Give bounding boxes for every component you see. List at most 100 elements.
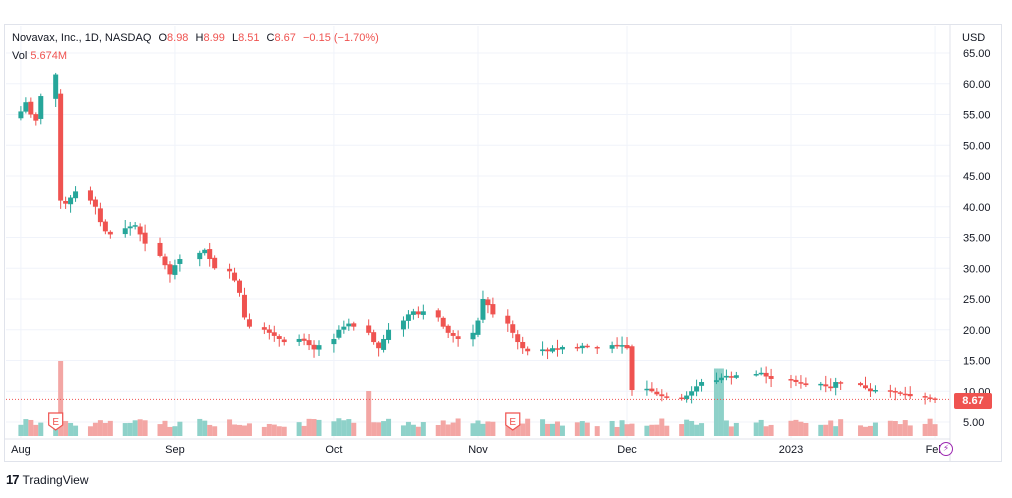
candle-body: [346, 323, 352, 327]
candle-body: [818, 383, 824, 386]
volume-bar: [212, 426, 218, 436]
x-tick-label: Sep: [165, 444, 185, 456]
y-tick-label: 40.00: [963, 202, 991, 214]
tradingview-logo[interactable]: 17 TradingView: [6, 472, 89, 487]
earnings-marker-icon: [48, 412, 64, 431]
candle-body: [351, 323, 357, 327]
volume-bar: [127, 422, 133, 436]
candle-body: [713, 380, 719, 383]
volume-bar: [28, 419, 34, 436]
candle-body: [664, 396, 670, 398]
volume-bar: [177, 421, 183, 436]
volume-bar: [788, 420, 794, 436]
candle-body: [400, 320, 406, 330]
volume-bar: [202, 420, 208, 436]
volume-bar: [137, 419, 143, 436]
candle-body: [271, 332, 277, 336]
x-tick-label: Dec: [617, 444, 637, 456]
candle-body: [907, 393, 913, 397]
volume-bar: [142, 420, 148, 436]
candle-body: [137, 226, 143, 235]
volume-bar: [415, 426, 421, 436]
volume-bar: [872, 422, 878, 436]
y-tick-label: 20.00: [963, 325, 991, 337]
volume-bar: [644, 425, 650, 436]
candle-body: [371, 332, 377, 343]
volume-bar: [594, 426, 600, 436]
change-value: −0.15 (−1.70%): [302, 32, 379, 44]
volume-bar: [733, 422, 739, 436]
candle-body: [510, 324, 516, 333]
volume-bar: [550, 423, 556, 436]
volume-bar: [574, 422, 580, 436]
candle-body: [863, 385, 869, 389]
candle-body: [485, 299, 491, 306]
candle-body: [867, 388, 873, 392]
tradingview-brand: TradingView: [22, 472, 89, 487]
candle-body: [28, 101, 34, 115]
volume-bar: [455, 418, 461, 436]
candle-body: [803, 383, 809, 386]
candle-body: [753, 374, 759, 376]
volume-bar: [584, 422, 590, 436]
candle-body: [629, 346, 635, 391]
candle-body: [435, 310, 441, 318]
candle-body: [614, 344, 620, 347]
earnings-marker-label: E: [52, 417, 59, 428]
volume-bar: [833, 426, 839, 436]
candle-body: [733, 375, 739, 378]
candle-body: [420, 311, 426, 315]
volume-bar: [470, 423, 476, 436]
volume-bar: [559, 425, 565, 436]
volume-bar: [172, 426, 178, 436]
volume-bar: [768, 424, 774, 436]
candle-body: [689, 391, 695, 396]
candle-body: [177, 259, 183, 264]
volume-bar: [92, 422, 98, 436]
candle-body: [142, 232, 148, 244]
candle-body: [212, 257, 218, 269]
volume-bar: [922, 423, 928, 436]
bolt-icon[interactable]: ⚡: [939, 442, 953, 456]
y-tick-label: 65.00: [963, 48, 991, 60]
x-tick-label: Aug: [11, 444, 31, 456]
volume-bar: [400, 425, 406, 436]
earnings-marker-icon: [505, 412, 521, 431]
candle-body: [728, 376, 734, 378]
candle-body: [237, 280, 243, 293]
volume-bar: [331, 421, 337, 436]
volume-bar: [858, 425, 864, 436]
candle-body: [550, 348, 556, 352]
candle-body: [227, 268, 233, 272]
volume-bar: [793, 419, 799, 436]
candle-body: [33, 114, 39, 121]
volume-bar: [376, 422, 382, 436]
candle-body: [261, 327, 267, 330]
volume-bar: [927, 418, 933, 436]
candle-body: [793, 379, 799, 383]
candle-body: [858, 383, 864, 386]
volume-bar: [207, 424, 213, 436]
close-value: 8.67: [274, 32, 296, 44]
candle-body: [768, 376, 774, 379]
currency-label[interactable]: USD: [962, 32, 986, 44]
volume-bar: [907, 425, 913, 436]
candle-body: [922, 396, 928, 398]
candle-body: [699, 382, 705, 386]
volume-bar: [579, 421, 585, 436]
x-tick-label: Oct: [325, 444, 342, 456]
volume-bar: [867, 425, 873, 436]
volume-bar: [863, 426, 869, 436]
candle-body: [58, 93, 64, 201]
volume-bar: [679, 424, 685, 436]
volume-bar: [694, 424, 700, 436]
candle-body: [470, 332, 476, 340]
symbol-legend: Novavax, Inc., 1D, NASDAQ O8.98 H8.99 L8…: [12, 32, 379, 44]
candle-body: [341, 326, 347, 330]
volume-bar: [445, 424, 451, 436]
symbol-title: Novavax, Inc., 1D, NASDAQ: [12, 32, 152, 44]
volume-bar: [38, 422, 44, 436]
candle-body: [450, 333, 456, 336]
volume-bar: [818, 424, 824, 436]
